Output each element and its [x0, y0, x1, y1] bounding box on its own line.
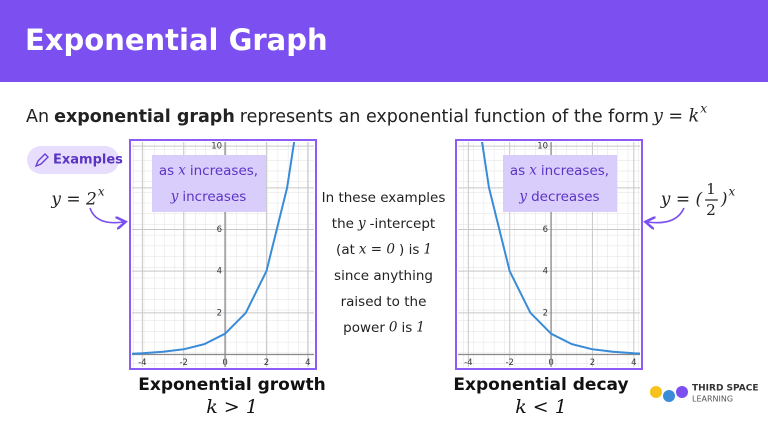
x-tick-label: -4	[464, 358, 472, 368]
math-text: x	[700, 102, 707, 116]
fraction-num: 1	[706, 180, 716, 198]
graph-name: Exponential growth	[138, 375, 326, 395]
text-line: (at x = 0) is 1	[336, 242, 432, 259]
graph-condition: k > 1	[206, 396, 258, 418]
logo: THIRD SPACE LEARNING	[650, 384, 759, 404]
math-text: y	[518, 189, 527, 205]
x-tick-label: -2	[505, 358, 513, 368]
y-tick-label: 6	[543, 225, 548, 235]
text: increases,	[541, 163, 609, 179]
curve	[481, 142, 640, 355]
text: as	[159, 163, 174, 179]
x-tick-label: 2	[264, 358, 269, 368]
text: represents an exponential function of th…	[240, 107, 649, 127]
graph-condition: k < 1	[515, 396, 567, 418]
text: as	[510, 163, 525, 179]
logo-dot	[663, 390, 675, 402]
text: exponential graph	[54, 107, 235, 127]
y-tick-label: 2	[543, 308, 548, 318]
x-tick-label: 4	[305, 358, 310, 368]
caption-box	[152, 155, 266, 212]
caption-box	[503, 155, 617, 212]
math-text: x	[98, 184, 105, 198]
text: (at	[336, 242, 355, 258]
text-line: y decreases	[518, 189, 599, 206]
logo-dot	[676, 386, 688, 398]
text: An	[26, 107, 49, 127]
examples-pill	[27, 146, 119, 174]
math-text: )	[720, 190, 728, 210]
y-tick-label: 2	[217, 308, 222, 318]
math-text: 0	[389, 320, 398, 336]
math-text: x	[529, 163, 537, 179]
text: increases	[182, 189, 246, 205]
text-line: as x increases,	[510, 163, 609, 180]
logo-dot	[650, 386, 662, 398]
graph-name: Exponential decay	[453, 375, 628, 395]
fraction-den: 2	[706, 201, 716, 219]
logo-text: THIRD SPACE	[692, 384, 759, 394]
text-line: raised to the	[341, 294, 427, 310]
text-line: An exponential graph represents an exponen…	[26, 102, 707, 127]
x-tick-label: -2	[179, 358, 187, 368]
curve	[132, 142, 296, 355]
y-tick-label: 6	[217, 225, 222, 235]
text: In these examples	[322, 190, 446, 206]
math-text: y	[170, 189, 179, 205]
math-text: y = k	[652, 107, 699, 127]
x-tick-label: 2	[590, 358, 595, 368]
text-line: as x increases,	[159, 163, 258, 180]
math-text: 1	[416, 320, 425, 336]
text: since anything	[334, 268, 433, 284]
math-text: y = 2	[50, 190, 96, 210]
x-tick-label: 4	[631, 358, 636, 368]
math-text: x	[728, 184, 735, 198]
text: is	[401, 320, 412, 336]
logo-text: LEARNING	[692, 395, 733, 404]
text: raised to the	[341, 294, 427, 310]
text: ) is	[399, 242, 419, 258]
text-line: the y -intercept	[332, 216, 435, 233]
text-line: power 0 is 1	[343, 320, 425, 337]
pencil-icon	[34, 153, 49, 168]
text: increases,	[190, 163, 258, 179]
text-line: In these examples	[322, 190, 446, 206]
math-text: y	[357, 216, 366, 232]
math-text: 1	[423, 242, 432, 258]
y-tick-label: 4	[217, 267, 222, 277]
math-text: x = 0	[359, 242, 396, 258]
arrow	[89, 207, 124, 223]
y-tick-label: 10	[211, 142, 222, 152]
y-tick-label: 4	[543, 267, 548, 277]
graph-border	[455, 139, 643, 370]
text: -intercept	[370, 216, 436, 232]
text-line: y = (1 2) x	[660, 180, 736, 219]
y-tick-label: 10	[537, 142, 548, 152]
arrow	[647, 207, 685, 223]
text-line: since anything	[334, 268, 433, 284]
math-text: y = (	[660, 190, 703, 210]
text-line: y increases	[170, 189, 247, 206]
x-tick-label: -4	[138, 358, 146, 368]
text: power	[343, 320, 385, 336]
math-text: x	[178, 163, 186, 179]
graph-border	[129, 139, 317, 370]
header-bar	[0, 0, 768, 82]
text: decreases	[531, 189, 600, 205]
examples-label: Examples	[53, 153, 123, 168]
title: Exponential Graph	[25, 23, 328, 57]
text: the	[332, 216, 354, 232]
